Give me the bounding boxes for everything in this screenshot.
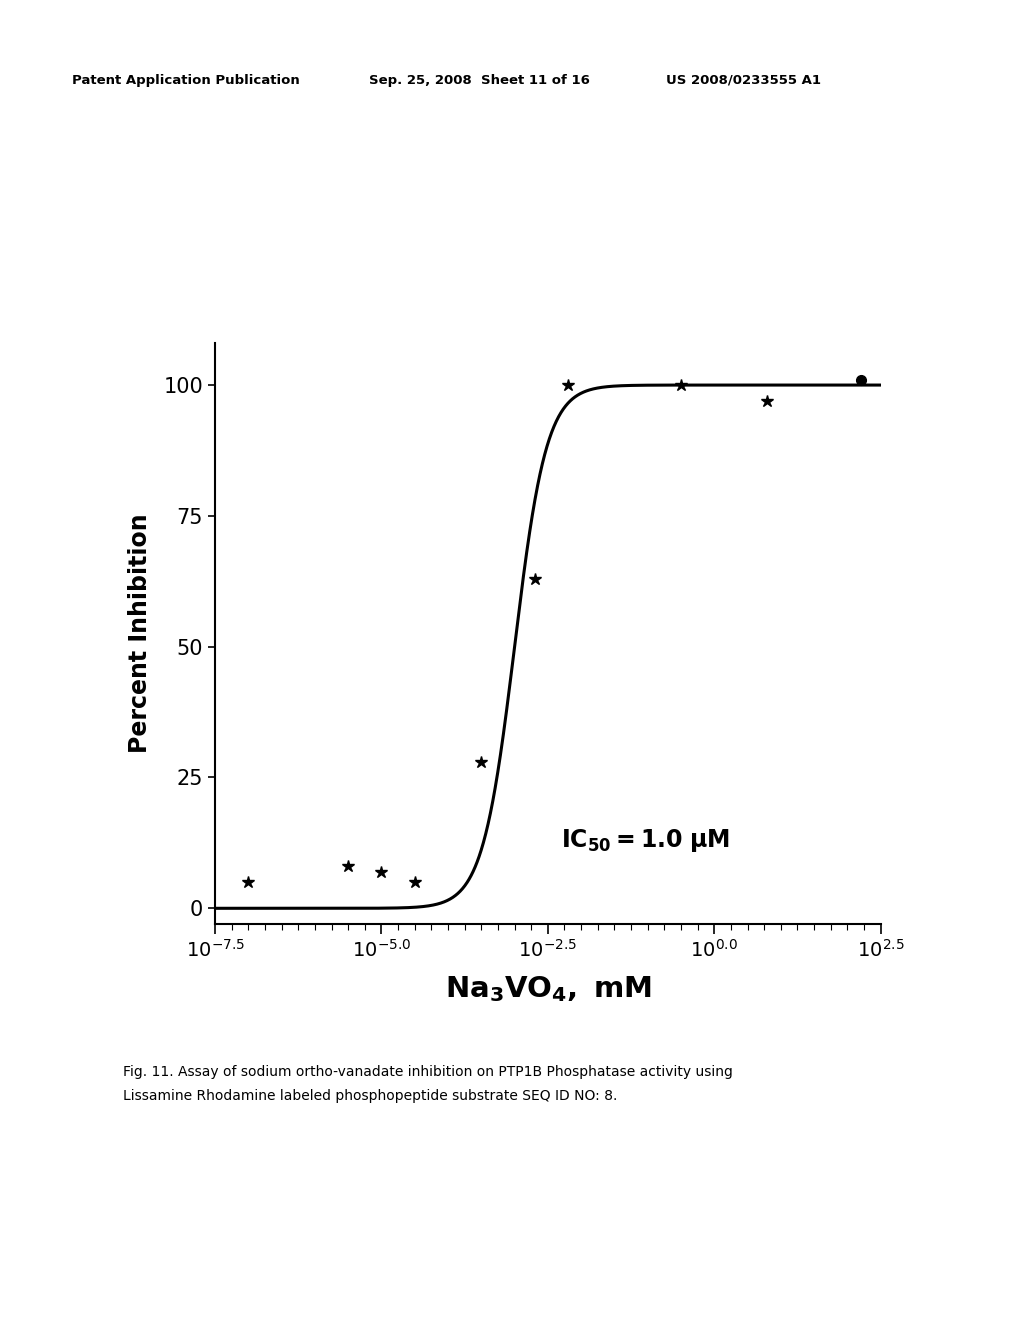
Text: Sep. 25, 2008  Sheet 11 of 16: Sep. 25, 2008 Sheet 11 of 16 [369, 74, 590, 87]
X-axis label: $\mathbf{Na_3VO_4,\ mM}$: $\mathbf{Na_3VO_4,\ mM}$ [444, 974, 651, 1005]
Text: $\mathbf{IC_{50}=1.0\ \mu M}$: $\mathbf{IC_{50}=1.0\ \mu M}$ [561, 828, 730, 854]
Text: US 2008/0233555 A1: US 2008/0233555 A1 [666, 74, 820, 87]
Text: Lissamine Rhodamine labeled phosphopeptide substrate SEQ ID NO: 8.: Lissamine Rhodamine labeled phosphopepti… [123, 1089, 617, 1102]
Y-axis label: Percent Inhibition: Percent Inhibition [128, 513, 153, 754]
Text: Fig. 11. Assay of sodium ortho-vanadate inhibition on PTP1B Phosphatase activity: Fig. 11. Assay of sodium ortho-vanadate … [123, 1065, 733, 1078]
Text: Patent Application Publication: Patent Application Publication [72, 74, 299, 87]
